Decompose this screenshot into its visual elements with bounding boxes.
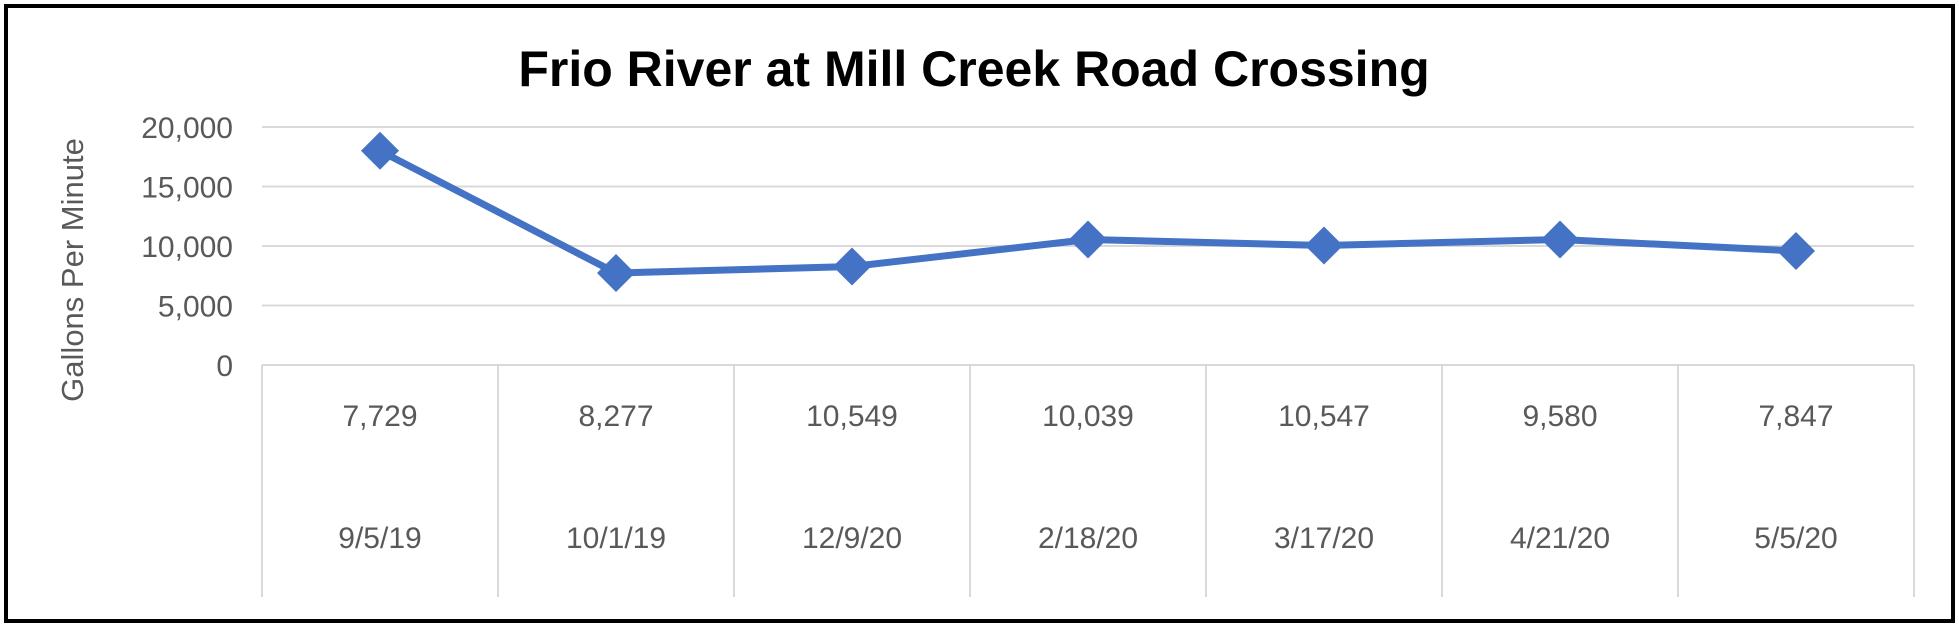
data-point: [1777, 231, 1815, 270]
table-value-label: 9,580: [1522, 400, 1597, 433]
data-point: [1305, 226, 1343, 265]
x-tick-label: 4/21/20: [1510, 522, 1610, 555]
chart-frame: Frio River at Mill Creek Road Crossing G…: [4, 4, 1955, 623]
x-tick-label: 2/18/20: [1038, 522, 1138, 555]
y-tick-label: 15,000: [141, 172, 233, 205]
y-axis-ticks: 0 5,000 10,000 15,000 20,000: [141, 112, 233, 383]
y-axis-label: Gallons Per Minute: [55, 138, 90, 402]
x-tick-label: 3/17/20: [1274, 522, 1374, 555]
y-tick-label: 5,000: [158, 291, 233, 324]
data-point: [361, 131, 399, 170]
y-tick-label: 10,000: [141, 231, 233, 264]
x-tick-label: 10/1/19: [566, 522, 666, 555]
series-markers: [361, 131, 1815, 293]
data-point: [1069, 220, 1107, 259]
chart-title: Frio River at Mill Creek Road Crossing: [518, 41, 1429, 97]
y-tick-label: 0: [216, 350, 233, 383]
table-value-label: 10,549: [806, 400, 898, 433]
table-value-label: 10,039: [1042, 400, 1134, 433]
data-point: [1541, 220, 1579, 259]
line-chart: Frio River at Mill Creek Road Crossing G…: [55, 41, 1915, 597]
data-table: 7,729 8,277 10,549 10,039 10,547 9,580 7,847 9/…: [261, 365, 1915, 597]
x-tick-label: 9/5/19: [338, 522, 421, 555]
x-tick-label: 12/9/20: [802, 522, 902, 555]
table-value-label: 7,847: [1758, 400, 1833, 433]
data-point: [597, 254, 635, 293]
table-value-label: 7,729: [342, 400, 417, 433]
data-point: [833, 247, 871, 286]
table-value-label: 10,547: [1278, 400, 1370, 433]
y-tick-label: 20,000: [141, 112, 233, 145]
x-tick-label: 5/5/20: [1754, 522, 1837, 555]
table-value-label: 8,277: [578, 400, 653, 433]
